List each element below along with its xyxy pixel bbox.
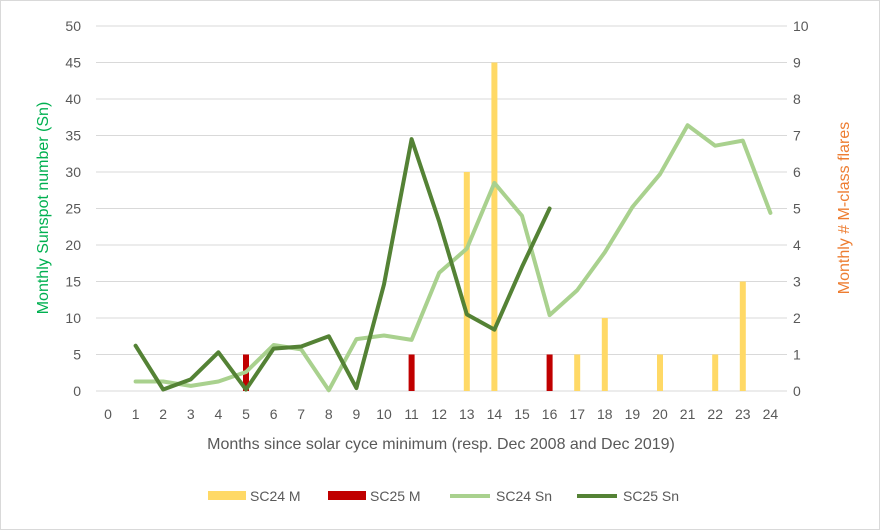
x-tick-label: 22 xyxy=(707,406,723,422)
y-left-tick-label: 10 xyxy=(65,310,81,326)
bar-sc24-m xyxy=(574,354,581,391)
bar-sc24-m xyxy=(463,172,470,391)
legend: SC24 M SC25 M SC24 Sn SC25 Sn xyxy=(208,488,679,504)
y-left-tick-label: 0 xyxy=(73,383,81,399)
x-tick-label: 11 xyxy=(404,406,419,422)
bar-sc24-m xyxy=(601,318,608,391)
line-sc24-sn xyxy=(133,123,773,393)
line-sc25-sn xyxy=(133,137,552,392)
y-right-tick-label: 7 xyxy=(793,128,801,144)
x-tick-label: 5 xyxy=(242,406,250,422)
bar-sc25-m xyxy=(546,354,553,391)
y-left-tick-label: 45 xyxy=(65,55,81,71)
y-right-tick-label: 5 xyxy=(793,201,801,217)
legend-swatch-sc25-m xyxy=(328,491,366,500)
gridlines xyxy=(96,25,787,392)
legend-label-sc25-sn: SC25 Sn xyxy=(623,488,679,504)
x-tick-label: 3 xyxy=(187,406,195,422)
x-tick-label: 18 xyxy=(597,406,613,422)
x-tick-label: 24 xyxy=(763,406,779,422)
legend-label-sc25-m: SC25 M xyxy=(370,488,421,504)
bar-sc24-m xyxy=(712,354,719,391)
y-left-tick-label: 30 xyxy=(65,164,81,180)
bar-sc24-m xyxy=(739,281,746,391)
line-marks xyxy=(133,123,773,393)
bar-sc25-m xyxy=(408,354,415,391)
y-left-tick-label: 50 xyxy=(65,18,81,34)
x-tick-label: 17 xyxy=(569,406,585,422)
y-right-tick-label: 8 xyxy=(793,91,801,107)
y-right-tick-label: 4 xyxy=(793,237,801,253)
legend-label-sc24-m: SC24 M xyxy=(250,488,301,504)
y-right-tick-label: 6 xyxy=(793,164,801,180)
x-tick-labels: 0 1 2 3 4 5 6 7 8 9 10 11 12 13 14 15 16 17 18 19 20 21 22 23 24 xyxy=(104,406,778,422)
y-right-tick-labels: 0 1 2 3 4 5 6 7 8 9 10 xyxy=(793,18,809,399)
legend-swatch-sc24-m xyxy=(208,491,246,500)
bar-sc24-m xyxy=(657,354,663,391)
x-tick-label: 10 xyxy=(376,406,392,422)
y-left-tick-label: 15 xyxy=(65,274,81,290)
x-tick-label: 0 xyxy=(104,406,112,422)
y-right-tick-label: 2 xyxy=(793,310,801,326)
bar-sc24-m xyxy=(491,62,498,391)
y-left-tick-labels: 0 5 10 15 20 25 30 35 40 45 50 xyxy=(65,18,81,399)
x-tick-label: 8 xyxy=(325,406,333,422)
x-tick-label: 13 xyxy=(459,406,475,422)
y-left-tick-label: 40 xyxy=(65,91,81,107)
x-tick-label: 12 xyxy=(431,406,447,422)
x-tick-label: 7 xyxy=(297,406,305,422)
y-left-tick-label: 20 xyxy=(65,237,81,253)
y-left-axis-title: Monthly Sunspot number (Sn) xyxy=(35,102,52,315)
y-right-tick-label: 9 xyxy=(793,55,801,71)
x-tick-label: 20 xyxy=(652,406,668,422)
x-tick-label: 15 xyxy=(514,406,530,422)
y-left-tick-label: 35 xyxy=(65,128,81,144)
y-left-tick-label: 25 xyxy=(65,201,81,217)
y-right-tick-label: 0 xyxy=(793,383,801,399)
x-tick-label: 21 xyxy=(680,406,696,422)
x-tick-label: 6 xyxy=(270,406,278,422)
x-tick-label: 4 xyxy=(215,406,223,422)
y-right-tick-label: 1 xyxy=(793,347,801,363)
x-tick-label: 23 xyxy=(735,406,751,422)
x-tick-label: 1 xyxy=(132,406,140,422)
y-right-tick-label: 3 xyxy=(793,274,801,290)
x-axis-title: Months since solar cyce minimum (resp. D… xyxy=(207,436,675,453)
y-right-axis-title: Monthly # M-class flares xyxy=(836,122,853,295)
x-tick-label: 16 xyxy=(542,406,558,422)
y-left-tick-label: 5 xyxy=(73,347,81,363)
y-right-tick-label: 10 xyxy=(793,18,809,34)
legend-label-sc24-sn: SC24 Sn xyxy=(496,488,552,504)
x-tick-label: 9 xyxy=(353,406,361,422)
x-tick-label: 14 xyxy=(487,406,503,422)
x-tick-label: 2 xyxy=(159,406,167,422)
x-tick-label: 19 xyxy=(625,406,641,422)
